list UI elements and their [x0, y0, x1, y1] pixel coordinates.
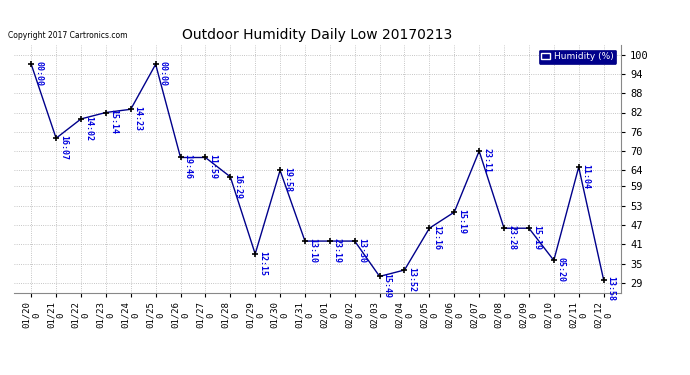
Legend: Humidity (%): Humidity (%) — [539, 50, 616, 64]
Text: 00:00: 00:00 — [159, 61, 168, 86]
Text: 12:16: 12:16 — [433, 225, 442, 250]
Text: 14:02: 14:02 — [84, 116, 93, 141]
Text: 13:58: 13:58 — [607, 276, 615, 302]
Text: 23:28: 23:28 — [507, 225, 516, 250]
Text: 13:30: 13:30 — [357, 238, 366, 263]
Text: 23:11: 23:11 — [482, 148, 491, 173]
Text: 19:58: 19:58 — [283, 167, 292, 192]
Text: 16:29: 16:29 — [233, 174, 242, 199]
Text: 15:14: 15:14 — [109, 109, 118, 134]
Text: 23:19: 23:19 — [333, 238, 342, 263]
Text: 14:23: 14:23 — [134, 106, 143, 131]
Text: 13:52: 13:52 — [408, 267, 417, 292]
Text: 13:10: 13:10 — [308, 238, 317, 263]
Text: 11:59: 11:59 — [208, 154, 217, 179]
Text: Copyright 2017 Cartronics.com: Copyright 2017 Cartronics.com — [8, 31, 127, 40]
Text: 12:15: 12:15 — [258, 251, 267, 276]
Text: 15:19: 15:19 — [532, 225, 541, 250]
Text: 16:07: 16:07 — [59, 135, 68, 160]
Text: 19:46: 19:46 — [184, 154, 193, 179]
Text: 11:04: 11:04 — [582, 164, 591, 189]
Text: 15:49: 15:49 — [382, 273, 392, 298]
Text: 05:20: 05:20 — [557, 257, 566, 282]
Title: Outdoor Humidity Daily Low 20170213: Outdoor Humidity Daily Low 20170213 — [182, 28, 453, 42]
Text: 00:00: 00:00 — [34, 61, 43, 86]
Text: 15:19: 15:19 — [457, 209, 466, 234]
